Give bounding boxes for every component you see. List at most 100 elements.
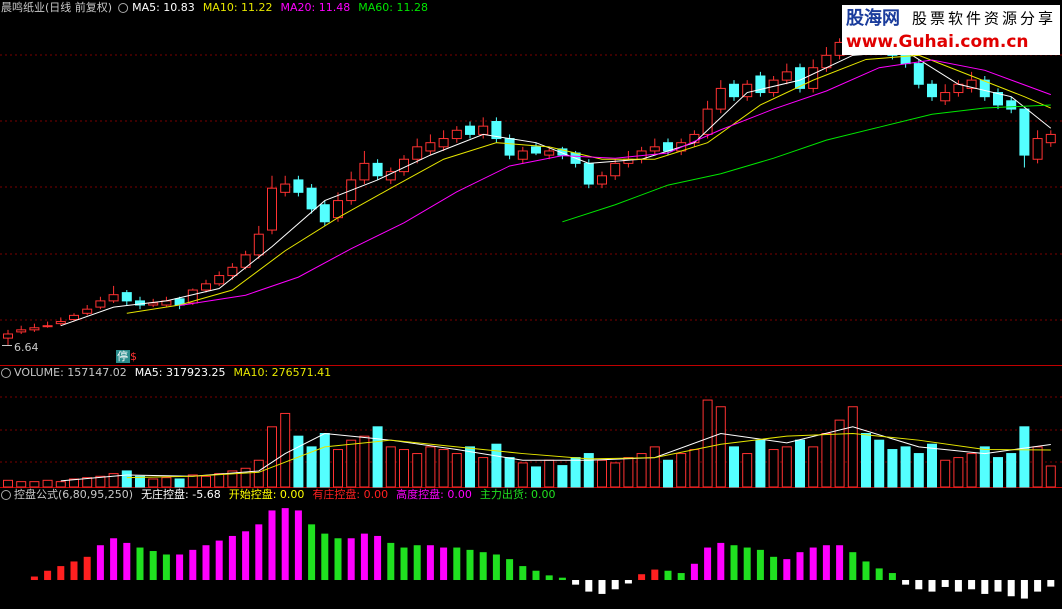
indicator-bar	[717, 542, 725, 581]
volume-bar	[834, 419, 845, 488]
indicator-bar	[360, 533, 368, 581]
candle-body	[966, 79, 977, 89]
indicator-bar	[149, 551, 157, 581]
volume-bar	[174, 478, 185, 488]
indicator-bar	[585, 580, 593, 592]
candle-body	[16, 329, 27, 333]
volume-bar	[821, 433, 832, 488]
volume-bar	[583, 453, 594, 488]
volume-bar	[623, 457, 634, 488]
indicator-bar	[400, 547, 408, 581]
indicator-bar	[294, 510, 302, 581]
indicator-bar	[1020, 580, 1028, 599]
menu-icon	[1, 368, 11, 378]
volume-bar	[847, 406, 858, 488]
watermark-bg	[842, 5, 1060, 55]
candle-body	[359, 162, 370, 181]
volume-bar	[438, 449, 449, 488]
candle-body	[95, 300, 106, 308]
volume-bar	[966, 453, 977, 488]
candle-body	[29, 327, 40, 331]
indicator-bar	[968, 580, 976, 590]
indicator-bar	[915, 580, 923, 590]
legend-label: MA20: 11.48	[281, 1, 351, 14]
indicator-bar	[756, 549, 764, 581]
candle-body	[438, 138, 449, 148]
indicator-bar	[308, 524, 316, 581]
indicator-bar	[888, 573, 896, 581]
candle-body	[557, 148, 568, 156]
volume-bar	[55, 481, 66, 488]
candle-body	[517, 150, 528, 160]
indicator-bar	[492, 554, 500, 581]
volume-bar	[333, 449, 343, 488]
candle-body	[121, 292, 132, 302]
volume-bar	[729, 446, 739, 488]
indicator-bar	[162, 554, 170, 581]
indicator-bar	[189, 549, 197, 581]
indicator-bar	[242, 531, 250, 581]
watermark-logo: 股海网	[845, 7, 900, 29]
volume-bar	[29, 481, 40, 488]
candle-body	[372, 162, 383, 177]
watermark-slogan: 股票软件资源分享	[912, 10, 1056, 28]
volume-bar	[676, 453, 687, 488]
candle-body	[913, 63, 924, 85]
indicator-bar	[862, 561, 870, 581]
candle-body	[333, 200, 343, 219]
legend-label: 无庄控盘: -5.68	[141, 487, 221, 501]
ma-line	[126, 432, 1051, 479]
candle-body	[1019, 108, 1030, 156]
indicator-bar	[321, 533, 329, 581]
volume-bar	[253, 459, 264, 488]
volume-bar	[993, 457, 1003, 488]
volume-bar	[412, 453, 423, 488]
indicator-bar	[215, 540, 223, 581]
indicator-bar	[981, 580, 989, 594]
volume-bar	[280, 412, 291, 488]
volume-bar	[742, 453, 753, 488]
indicator-bar	[624, 580, 632, 584]
volume-bar	[610, 462, 621, 488]
candle-body	[3, 333, 13, 339]
volume-bar	[887, 449, 898, 488]
volume-bar	[636, 453, 647, 488]
volume-bar	[108, 473, 119, 488]
volume-bar	[319, 433, 330, 488]
indicator-bar	[770, 556, 778, 581]
indicator-bar	[268, 510, 276, 581]
volume-bar	[399, 449, 409, 488]
volume-bar	[267, 426, 277, 488]
volume-bar	[979, 446, 990, 488]
candle-body	[781, 71, 792, 81]
legend-label: MA5: 10.83	[132, 1, 195, 14]
volume-bar	[570, 457, 581, 488]
indicator-bar	[479, 552, 487, 581]
indicator-bar	[545, 575, 553, 581]
indicator-bar	[83, 556, 91, 581]
candle-body	[1032, 138, 1043, 160]
indicator-bar	[440, 547, 448, 581]
indicator-bar	[255, 524, 263, 581]
candle-body	[808, 67, 819, 89]
volume-bar	[900, 446, 911, 488]
indicator-bar	[532, 570, 540, 581]
indicator-bar	[783, 559, 791, 581]
indicator-bar	[690, 563, 698, 581]
volume-bar	[781, 446, 792, 488]
candle-body	[742, 83, 753, 98]
indicator-bar	[598, 580, 606, 594]
ma-line	[179, 59, 1051, 307]
candle-body	[108, 294, 119, 302]
indicator-bar	[426, 545, 434, 581]
indicator-bar	[1047, 580, 1055, 587]
volume-bar	[517, 462, 528, 488]
candle-body	[201, 283, 211, 291]
candle-body	[425, 142, 436, 152]
volume-bar	[531, 466, 541, 488]
volume-bar	[715, 406, 726, 488]
indicator-bar	[30, 576, 38, 581]
volume-bar	[663, 459, 673, 488]
indicator-bar	[1007, 580, 1015, 597]
indicator-bar	[228, 535, 236, 581]
